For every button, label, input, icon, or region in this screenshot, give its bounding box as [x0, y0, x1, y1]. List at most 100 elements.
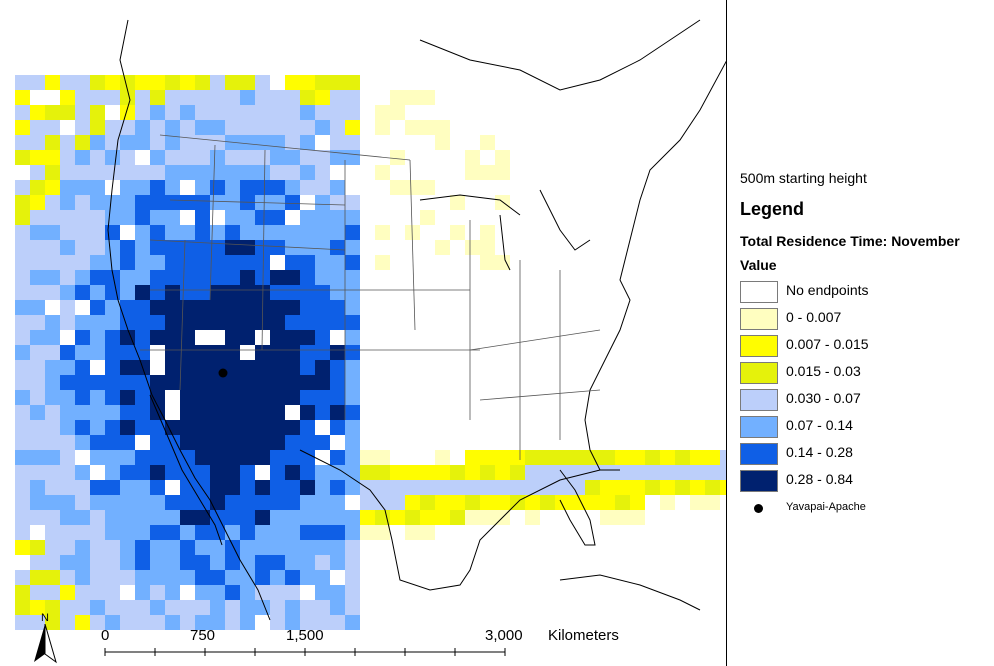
grid-cell — [330, 405, 345, 420]
grid-cell — [480, 135, 495, 150]
grid-cell — [225, 240, 240, 255]
grid-cell — [240, 270, 255, 285]
grid-cell — [150, 195, 165, 210]
grid-cell — [270, 480, 285, 495]
coastlines — [107, 19, 727, 621]
grid-cell — [180, 255, 195, 270]
grid-cell — [285, 495, 300, 510]
grid-cell — [150, 165, 165, 180]
grid-cell — [120, 255, 135, 270]
grid-cell — [150, 450, 165, 465]
grid-cell — [75, 570, 90, 585]
grid-cell — [450, 195, 465, 210]
grid-cell — [30, 315, 45, 330]
grid-cell — [15, 225, 30, 240]
grid-cell — [585, 480, 600, 495]
grid-cell — [135, 540, 150, 555]
grid-cell — [690, 450, 705, 465]
grid-cell — [30, 600, 45, 615]
grid-cell — [180, 270, 195, 285]
grid-cell — [330, 345, 345, 360]
grid-cell — [660, 450, 675, 465]
grid-cell — [210, 270, 225, 285]
grid-cell — [225, 615, 240, 630]
grid-cell — [45, 345, 60, 360]
grid-cell — [390, 510, 405, 525]
grid-cell — [120, 375, 135, 390]
grid-cell — [15, 390, 30, 405]
grid-cell — [15, 435, 30, 450]
grid-cell — [60, 195, 75, 210]
grid-cell — [30, 390, 45, 405]
grid-cell — [300, 330, 315, 345]
grid-cell — [90, 450, 105, 465]
grid-cell — [435, 465, 450, 480]
grid-cell — [255, 360, 270, 375]
scale-tick-750: 750 — [190, 627, 216, 644]
grid-cell — [105, 510, 120, 525]
grid-cell — [255, 585, 270, 600]
grid-cell — [600, 495, 615, 510]
grid-cell — [285, 105, 300, 120]
grid-cell — [225, 315, 240, 330]
legend-title: Legend — [740, 199, 805, 219]
grid-cell — [75, 120, 90, 135]
grid-cell — [225, 150, 240, 165]
grid-cell — [285, 75, 300, 90]
grid-cell — [120, 285, 135, 300]
scale-unit-label: Kilometers — [548, 627, 619, 644]
grid-cell — [315, 600, 330, 615]
grid-cell — [135, 135, 150, 150]
grid-cell — [165, 195, 180, 210]
grid-cell — [135, 180, 150, 195]
grid-cell — [75, 510, 90, 525]
grid-cell — [345, 195, 360, 210]
grid-cell — [30, 450, 45, 465]
grid-cell — [240, 105, 255, 120]
grid-cell — [255, 90, 270, 105]
grid-cell — [60, 525, 75, 540]
grid-cell — [180, 480, 195, 495]
grid-cell — [630, 465, 645, 480]
grid-cell — [150, 105, 165, 120]
grid-cell — [345, 360, 360, 375]
grid-cell — [240, 570, 255, 585]
grid-cell — [300, 405, 315, 420]
grid-cell — [225, 525, 240, 540]
grid-cell — [120, 105, 135, 120]
grid-cell — [495, 165, 510, 180]
grid-cell — [225, 435, 240, 450]
grid-cell — [210, 405, 225, 420]
grid-cell — [315, 285, 330, 300]
grid-cell — [30, 375, 45, 390]
grid-cell — [165, 210, 180, 225]
grid-cell — [150, 285, 165, 300]
legend-class-label: No endpoints — [786, 282, 869, 298]
grid-cell — [330, 105, 345, 120]
grid-cell — [15, 180, 30, 195]
grid-cell — [300, 600, 315, 615]
grid-cell — [120, 75, 135, 90]
grid-cell — [135, 105, 150, 120]
grid-cell — [435, 510, 450, 525]
grid-cell — [15, 480, 30, 495]
grid-cell — [300, 525, 315, 540]
grid-cell — [195, 165, 210, 180]
grid-cell — [300, 555, 315, 570]
scale-bar-line — [104, 648, 506, 656]
grid-cell — [165, 255, 180, 270]
grid-cell — [15, 495, 30, 510]
grid-cell — [435, 135, 450, 150]
grid-cell — [135, 555, 150, 570]
grid-cell — [90, 435, 105, 450]
grid-cell — [45, 225, 60, 240]
grid-cell — [75, 225, 90, 240]
grid-cell — [330, 180, 345, 195]
grid-cell — [165, 495, 180, 510]
legend-swatch — [740, 416, 778, 438]
grid-cell — [120, 420, 135, 435]
grid-cell — [165, 600, 180, 615]
grid-cell — [300, 150, 315, 165]
grid-cell — [15, 540, 30, 555]
grid-cell — [165, 90, 180, 105]
